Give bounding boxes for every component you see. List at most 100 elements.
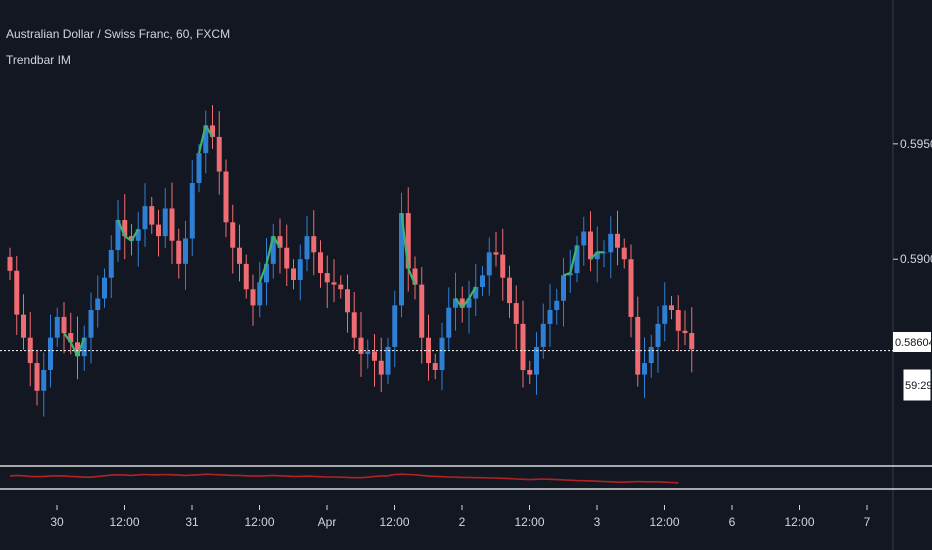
candle-body <box>419 284 425 338</box>
candle-body <box>88 310 94 338</box>
candle-body <box>351 312 357 338</box>
candle-body <box>108 250 114 278</box>
time-tick-label: 12:00 <box>109 515 139 529</box>
candle-body <box>61 316 67 334</box>
candle-body <box>689 333 695 350</box>
candle-body <box>358 337 364 354</box>
candle-body <box>412 268 418 285</box>
price-axis: 0.59500 0.59000 <box>893 137 932 266</box>
trend-segment <box>258 263 268 283</box>
candle-body <box>257 282 263 306</box>
candle-body <box>365 351 371 354</box>
trend-segment <box>69 341 79 357</box>
candle-body <box>675 310 681 331</box>
candle-body <box>372 351 377 361</box>
candle-body <box>662 305 668 324</box>
indicator-name: Trendbar IM <box>6 53 71 67</box>
last-price-label: 0.58604 <box>893 332 932 352</box>
candle-body <box>628 259 634 317</box>
trend-segment <box>589 251 599 260</box>
candle-body <box>284 247 290 269</box>
time-tick-label: 12:00 <box>244 515 274 529</box>
candle-body <box>291 268 296 280</box>
candles-layer <box>7 105 695 417</box>
trend-segment <box>461 297 470 309</box>
trendbar-layer <box>63 124 604 357</box>
trend-segment <box>124 235 133 242</box>
candle-body <box>115 220 121 250</box>
trend-segment <box>407 268 417 286</box>
time-tick-label: 30 <box>50 515 64 529</box>
candle-body <box>230 222 236 248</box>
candle-body <box>297 259 303 280</box>
candle-body <box>54 316 60 338</box>
candle-body <box>250 289 256 306</box>
candle-body <box>243 263 249 290</box>
candle-body <box>149 206 155 225</box>
candle-body <box>453 298 458 308</box>
trend-segment <box>468 286 477 300</box>
candle-body <box>520 323 526 370</box>
candle-body <box>95 298 101 310</box>
candle-body <box>439 337 445 370</box>
candle-body <box>142 206 148 230</box>
candle-body <box>466 298 472 308</box>
candle-body <box>527 370 533 375</box>
candle-body <box>554 300 560 310</box>
candle-body <box>183 238 188 264</box>
candle-body <box>304 236 310 260</box>
time-tick-label: 2 <box>459 515 466 529</box>
candle-body <box>500 254 506 278</box>
candle-body <box>81 337 87 357</box>
time-tick-label: 12:00 <box>784 515 814 529</box>
time-tick-label: 12:00 <box>514 515 544 529</box>
price-tick-label: 0.59500 <box>900 137 932 151</box>
candle-body <box>216 136 222 172</box>
candle-body <box>277 236 283 248</box>
trend-segment <box>400 212 410 269</box>
candle-body <box>682 330 688 334</box>
candle-body <box>669 305 674 310</box>
candle-body <box>561 275 566 301</box>
time-tick-label: 7 <box>864 515 871 529</box>
candle-body <box>642 363 647 375</box>
oscillator-pane <box>0 465 932 490</box>
candle-body <box>135 229 141 241</box>
candle-body <box>311 236 317 253</box>
candle-body <box>655 323 661 347</box>
candle-body <box>648 346 654 364</box>
time-tick-label: 3 <box>594 515 601 529</box>
candle-body <box>473 286 479 299</box>
countdown-value: 59:29 <box>905 380 932 392</box>
trend-segment <box>265 235 275 265</box>
time-tick-label: 6 <box>729 515 736 529</box>
countdown-label: 59:29 <box>902 368 932 402</box>
candle-body <box>378 360 384 375</box>
candle-body <box>385 346 391 375</box>
candle-body <box>615 233 620 248</box>
trend-segment <box>563 272 571 277</box>
candle-body <box>34 363 40 391</box>
candle-body <box>196 153 202 184</box>
candle-body <box>129 236 134 241</box>
candle-body <box>513 303 519 324</box>
candle-body <box>621 247 627 260</box>
trend-segment <box>272 235 281 249</box>
candle-body <box>48 337 53 370</box>
trend-segment <box>116 219 126 237</box>
candle-body <box>459 298 465 308</box>
candle-body <box>324 273 330 283</box>
candle-body <box>169 208 175 241</box>
candle-body <box>635 316 641 375</box>
candle-body <box>237 247 242 264</box>
candle-body <box>493 252 499 255</box>
candle-body <box>486 252 492 276</box>
trend-segment <box>76 337 86 357</box>
candle-body <box>203 125 209 154</box>
candle-body <box>156 224 161 237</box>
candle-body <box>331 282 337 285</box>
candle-body <box>534 346 539 375</box>
candle-body <box>176 240 182 264</box>
candle-body <box>223 171 229 223</box>
